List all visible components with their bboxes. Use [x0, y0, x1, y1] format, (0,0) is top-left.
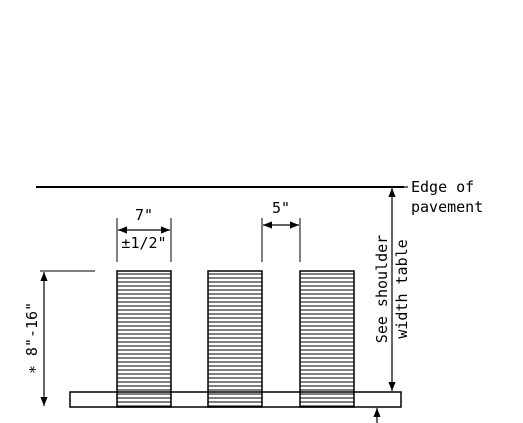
groove-1	[116, 270, 172, 408]
groove-3	[299, 270, 355, 408]
depth-dimension-label: ∗ 8"-16"	[23, 302, 41, 374]
groove-2	[207, 270, 263, 408]
edge-of-pavement-label-line1: Edge of	[411, 178, 474, 196]
shoulder-width-label-line2: width table	[393, 239, 411, 338]
shoulder-width-label-line1: See shoulder	[373, 235, 391, 343]
groove-width-tolerance-label: ±1/2"	[121, 234, 166, 252]
edge-of-pavement-label-line2: pavement	[411, 198, 483, 216]
groove-spacing-label: 5"	[272, 199, 290, 217]
groove-width-label: 7"	[135, 206, 153, 224]
